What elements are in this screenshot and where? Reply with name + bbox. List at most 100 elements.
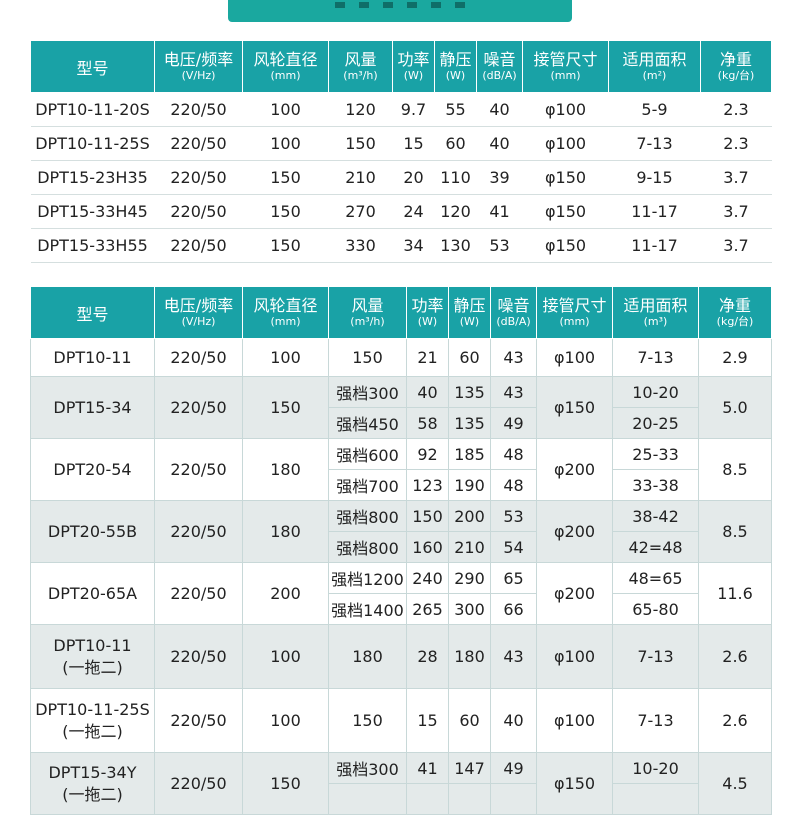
table1-header-title: 型号 [76, 58, 109, 78]
table-cell: DPT10-11-25S [30, 126, 155, 161]
table-cell: 40 [476, 126, 523, 161]
table2-header-unit: (kg/台) [716, 315, 754, 328]
noise-cell: 40 [490, 688, 537, 753]
model-line: (一拖二) [62, 657, 123, 677]
pressure-cell: 190 [448, 469, 491, 501]
area-cell: 25-33 [612, 438, 699, 470]
table2-header-cell: 型号 [30, 286, 155, 339]
table1-header-cell: 净重 (kg/台) [700, 40, 772, 93]
banner-title-fragment [228, 0, 572, 8]
table2-header-title: 型号 [76, 304, 109, 324]
table-row: DPT10-11 (一拖二) 220/50 100 180 28 180 43 φ100 7-13… [30, 624, 772, 689]
table1-header-row: 型号 电压/频率 (V/Hz) 风轮直径 (mm) 风量 (m³/h) 功率 (W) 静压 (W) 噪… [30, 40, 772, 93]
diameter-cell: 150 [242, 752, 329, 815]
table2-header-unit: (W) [459, 315, 480, 328]
airflow-cell: 强档450 [328, 407, 407, 439]
table1-body: DPT10-11-20S 220/50 100 120 9.7 55 40 φ100 5-9 2.… [30, 92, 772, 263]
airflow-cell [328, 783, 407, 815]
table-row: DPT10-11-25S (一拖二) 220/50 100 150 15 60 40 φ100 7… [30, 688, 772, 753]
diameter-cell: 150 [242, 376, 329, 439]
table2-header-title: 噪音 [497, 296, 530, 315]
voltage-cell: 220/50 [154, 624, 243, 689]
table2-header-title: 风量 [351, 296, 384, 315]
table2-header-title: 净重 [718, 296, 751, 315]
power-cell: 160 [406, 531, 449, 563]
table-cell: 60 [434, 126, 477, 161]
noise-cell [490, 783, 537, 815]
table2-header-cell: 噪音 (dB/A) [490, 286, 537, 339]
power-cell: 58 [406, 407, 449, 439]
airflow-cell: 强档600 [328, 438, 407, 470]
pipe-cell: φ100 [536, 624, 613, 689]
table1-header-unit: (W) [403, 69, 424, 82]
top-banner [228, 0, 572, 22]
diameter-cell: 180 [242, 500, 329, 563]
table-cell: 220/50 [154, 228, 243, 263]
table1-header-cell: 功率 (W) [392, 40, 435, 93]
model-cell: DPT10-11 [30, 338, 155, 377]
table1-header-cell: 适用面积 (m²) [608, 40, 701, 93]
diameter-cell: 100 [242, 688, 329, 753]
weight-cell: 5.0 [698, 376, 772, 439]
table-row: 强档1400 265 300 66 65-80 [31, 593, 772, 625]
table2-body: DPT10-11 220/50 100 150 21 60 43 φ100 7-13 2.9 DPT… [30, 338, 772, 815]
power-cell: 123 [406, 469, 449, 501]
table-row: DPT15-33H45 220/50 150 270 24 120 41 φ150 11-17 3… [30, 194, 772, 229]
table1-header-unit: (m³/h) [343, 69, 378, 82]
power-cell: 41 [406, 752, 449, 784]
table-cell: 150 [242, 194, 329, 229]
noise-cell: 53 [490, 500, 537, 532]
pipe-cell: φ150 [536, 752, 613, 815]
model-cell: DPT15-34 [30, 376, 155, 439]
table1-header-title: 接管尺寸 [533, 50, 598, 69]
weight-cell: 8.5 [698, 438, 772, 501]
area-cell: 10-20 [612, 752, 699, 784]
table-cell: 150 [242, 160, 329, 195]
voltage-cell: 220/50 [154, 500, 243, 563]
table2-header-unit: (m³) [643, 315, 668, 328]
table1-header-cell: 噪音 (dB/A) [476, 40, 523, 93]
table1-header-title: 电压/频率 [163, 50, 234, 69]
table-cell: 2.3 [700, 92, 772, 127]
model-line: DPT10-11 [53, 347, 132, 367]
table-cell: 330 [328, 228, 393, 263]
area-cell: 42=48 [612, 531, 699, 563]
noise-cell: 43 [490, 624, 537, 689]
table1-header-cell: 型号 [30, 40, 155, 93]
pressure-cell: 210 [448, 531, 491, 563]
model-line: DPT15-34 [53, 397, 132, 417]
model-line: (一拖二) [62, 721, 123, 741]
table-cell: DPT15-23H35 [30, 160, 155, 195]
table-cell: 9.7 [392, 92, 435, 127]
area-cell: 7-13 [612, 624, 699, 689]
table2-header-unit: (m³/h) [350, 315, 385, 328]
airflow-cell: 150 [328, 338, 407, 377]
table2-header-title: 风轮直径 [253, 296, 318, 315]
pipe-cell: φ200 [536, 438, 613, 501]
area-cell: 65-80 [612, 593, 699, 625]
table-cell: 11-17 [608, 194, 701, 229]
table1-header-cell: 风轮直径 (mm) [242, 40, 329, 93]
table-cell: 3.7 [700, 160, 772, 195]
voltage-cell: 220/50 [154, 376, 243, 439]
pipe-cell: φ200 [536, 500, 613, 563]
table2-header-cell: 静压 (W) [448, 286, 491, 339]
airflow-cell: 强档300 [328, 376, 407, 408]
table-cell: 100 [242, 126, 329, 161]
table1-header-unit: (m²) [642, 69, 667, 82]
area-cell: 38-42 [612, 500, 699, 532]
area-cell: 10-20 [612, 376, 699, 408]
table2-header-unit: (W) [417, 315, 438, 328]
table2-header-title: 适用面积 [623, 296, 688, 315]
table1-header-unit: (mm) [550, 69, 581, 82]
table1-header-unit: (dB/A) [482, 69, 517, 82]
model-cell: DPT20-55B [30, 500, 155, 563]
power-cell: 15 [406, 688, 449, 753]
airflow-cell: 强档700 [328, 469, 407, 501]
table-row: DPT15-33H55 220/50 150 330 34 130 53 φ150 11-17 3… [30, 228, 772, 263]
table1-header-title: 风轮直径 [253, 50, 318, 69]
voltage-cell: 220/50 [154, 562, 243, 625]
table-cell: 20 [392, 160, 435, 195]
table-cell: 110 [434, 160, 477, 195]
voltage-cell: 220/50 [154, 752, 243, 815]
